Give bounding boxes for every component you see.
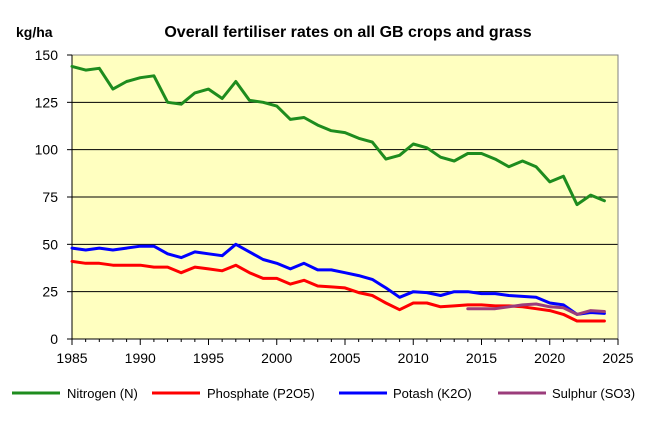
legend-label-potash: Potash (K2O): [393, 386, 472, 401]
x-tick-label-2020: 2020: [534, 350, 565, 366]
legend: Nitrogen (N) Phosphate (P2O5) Potash (K2O)…: [12, 386, 635, 401]
x-tick-label-2000: 2000: [261, 350, 292, 366]
y-tick-label-0: 0: [50, 331, 58, 347]
x-tick-label-2015: 2015: [466, 350, 497, 366]
y-tick-label-100: 100: [35, 142, 59, 158]
legend-label-phosphate: Phosphate (P2O5): [207, 386, 315, 401]
chart-title: Overall fertiliser rates on all GB crops…: [164, 24, 531, 41]
y-tick-label-125: 125: [35, 94, 59, 110]
legend-label-nitrogen: Nitrogen (N): [67, 386, 138, 401]
y-tick-label-25: 25: [42, 284, 58, 300]
y-tick-label-75: 75: [42, 189, 58, 205]
series-line-sulphur: [466, 302, 606, 316]
y-axis-label: kg/ha: [16, 24, 53, 40]
plot-area: 0 25 50 75 100 125 150 1985 1990 1995 2000 2005 2010…: [35, 47, 634, 366]
series-line-potash: [70, 242, 606, 316]
x-tick-label-2025: 2025: [602, 350, 633, 366]
y-tick-label-150: 150: [35, 47, 59, 63]
x-tick-label-2010: 2010: [398, 350, 429, 366]
x-tick-label-1985: 1985: [56, 350, 87, 366]
x-tick-label-1990: 1990: [125, 350, 156, 366]
series-line-nitrogen: [70, 64, 606, 207]
x-tick-label-1995: 1995: [193, 350, 224, 366]
x-tick-label-2005: 2005: [329, 350, 360, 366]
legend-label-sulphur: Sulphur (SO3): [552, 386, 635, 401]
y-tick-label-50: 50: [42, 236, 58, 252]
